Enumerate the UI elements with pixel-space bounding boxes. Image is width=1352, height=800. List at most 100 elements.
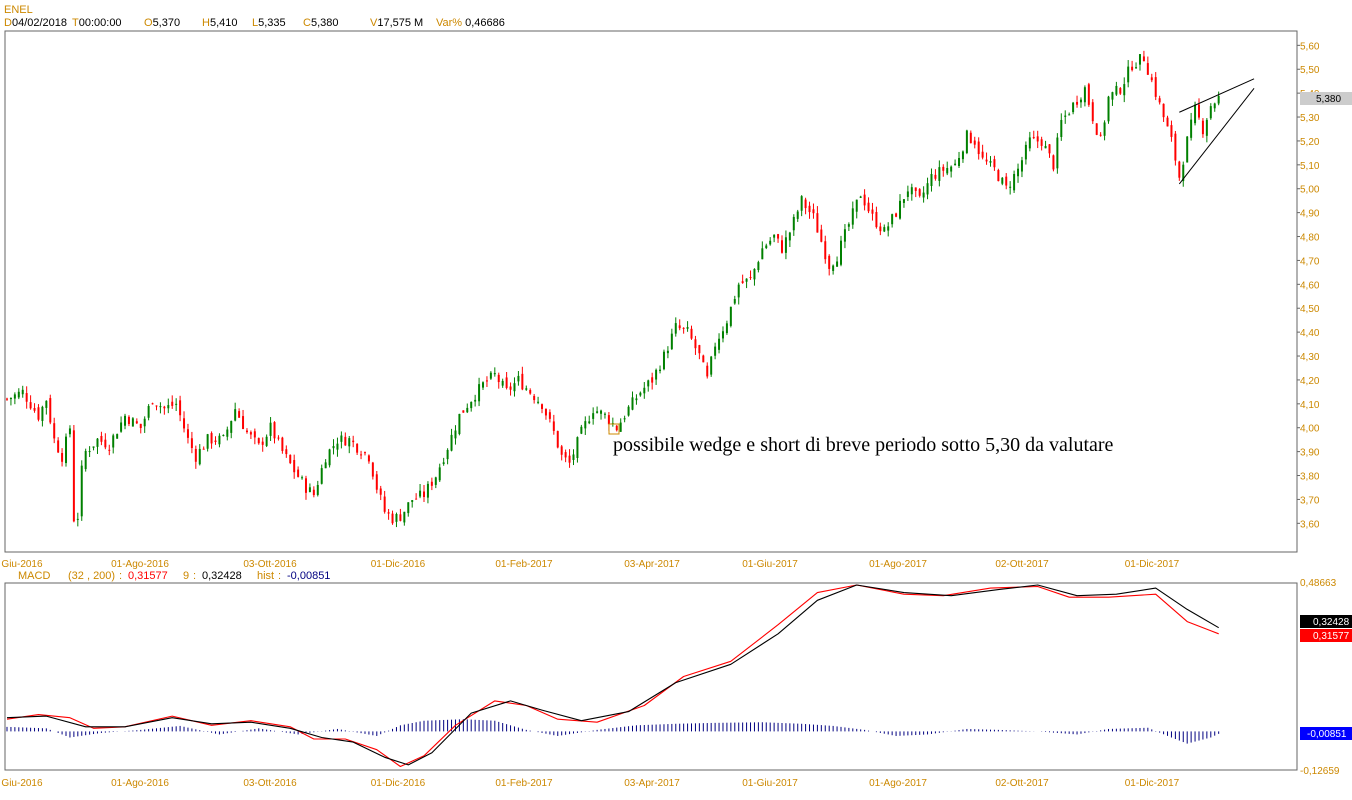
last-price-label: 5,380 <box>1316 94 1341 105</box>
candle <box>946 161 949 176</box>
candle-body <box>1111 92 1114 100</box>
candle <box>1166 115 1169 127</box>
candle <box>556 430 559 449</box>
candle-body <box>1142 56 1145 62</box>
candle <box>513 377 516 397</box>
candle-body <box>489 372 492 379</box>
candle <box>194 445 197 469</box>
candle <box>682 327 685 334</box>
candle-body <box>529 390 532 394</box>
candle-body <box>155 405 158 407</box>
candle-body <box>238 411 241 418</box>
candle <box>694 335 697 355</box>
candle <box>1052 154 1055 172</box>
candle <box>332 439 335 455</box>
candle <box>163 405 166 415</box>
candle <box>592 407 595 425</box>
hist-last-box <box>1300 727 1352 740</box>
macd-x-tick-label: 01-Giu-2017 <box>742 778 798 789</box>
candle <box>965 129 968 155</box>
candle <box>623 415 626 423</box>
candle-body <box>1017 168 1020 177</box>
candle <box>1158 95 1161 105</box>
annotation-marker[interactable] <box>608 423 620 435</box>
candle-body <box>741 281 744 284</box>
macd-sep: : <box>119 570 122 582</box>
candle-body <box>375 474 378 490</box>
candle <box>151 402 154 405</box>
candle <box>37 404 40 422</box>
candle-body <box>1013 174 1016 191</box>
candle-body <box>151 403 154 405</box>
candle-body <box>603 413 606 415</box>
candle <box>6 397 8 401</box>
candle-body <box>249 432 252 435</box>
candle <box>61 448 64 467</box>
candle <box>360 450 363 460</box>
candle <box>356 443 359 455</box>
candle-body <box>1131 66 1134 71</box>
candle-body <box>1119 88 1122 94</box>
price-y-tick-label: 3,90 <box>1300 448 1320 459</box>
signal-last-label: 0,32428 <box>1313 617 1350 628</box>
candle-body <box>525 388 528 390</box>
candle-body <box>340 435 343 442</box>
candle-body <box>977 141 980 155</box>
candle <box>143 416 146 433</box>
candle-body <box>922 192 925 198</box>
candle-body <box>958 157 961 166</box>
candle-body <box>1170 125 1173 137</box>
candle-body <box>367 455 370 462</box>
candle-body <box>1115 85 1118 95</box>
candle <box>761 241 764 260</box>
header-field-value: 0,46686 <box>465 17 505 29</box>
candle-body <box>733 299 736 304</box>
macd-x-tick-label: 01-Ago-2016 <box>111 778 169 789</box>
candle-body <box>17 391 20 398</box>
candle-body <box>804 199 807 209</box>
price-x-tick-label: 01-Giu-2017 <box>742 559 798 570</box>
candle <box>1044 140 1047 149</box>
candle <box>780 235 783 254</box>
candle <box>544 408 547 420</box>
candle <box>442 457 445 466</box>
candle <box>509 382 512 396</box>
candle <box>674 317 677 337</box>
candle <box>249 430 252 440</box>
candle <box>190 431 193 454</box>
candle <box>352 435 355 448</box>
candle-body <box>186 429 189 438</box>
candle-body <box>72 430 75 522</box>
candle-body <box>914 187 917 191</box>
candle <box>1107 95 1110 124</box>
candle <box>517 370 520 386</box>
candle-body <box>906 191 909 197</box>
candle <box>1201 118 1204 138</box>
candle <box>1162 103 1165 122</box>
candle-body <box>61 453 64 462</box>
price-x-axis: Giu-2016 01-Ago-2016 03-Ott-2016 01-Dic-201… <box>1 559 1179 570</box>
candle-body <box>836 261 839 267</box>
candle <box>1024 141 1027 165</box>
candle <box>847 222 850 232</box>
candle <box>639 391 642 397</box>
candle <box>289 454 292 465</box>
candle <box>1001 177 1004 186</box>
candle-body <box>674 323 677 334</box>
candle <box>112 433 115 454</box>
last-price-box <box>1300 92 1352 105</box>
candle <box>977 137 980 160</box>
candle <box>65 433 68 467</box>
candle <box>116 433 119 439</box>
candle <box>438 463 441 483</box>
candle <box>840 235 842 267</box>
candle <box>647 379 650 392</box>
candle-body <box>399 514 402 521</box>
candle <box>741 274 744 284</box>
candle-body <box>33 407 36 411</box>
candle-body <box>997 170 1000 182</box>
candle <box>261 437 264 452</box>
candle-body <box>92 446 95 448</box>
candle-body <box>482 382 485 388</box>
candle <box>234 402 237 422</box>
